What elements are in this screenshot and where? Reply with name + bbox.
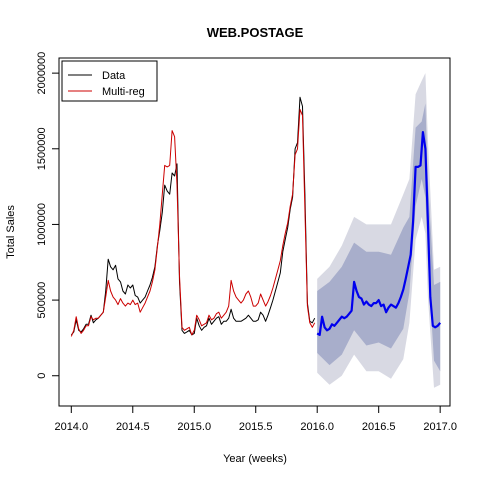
y-tick-label: 0 xyxy=(36,373,48,379)
x-tick-label: 2016.0 xyxy=(300,421,334,433)
x-tick-label: 2015.0 xyxy=(177,421,211,433)
legend-label: Data xyxy=(102,70,126,82)
series-line-2 xyxy=(316,131,442,336)
legend-box xyxy=(61,60,158,102)
y-tick-label: 1500000 xyxy=(36,127,48,170)
series-line-0 xyxy=(70,96,316,336)
x-tick-label: 2014.5 xyxy=(116,421,150,433)
y-tick-label: 1000000 xyxy=(36,203,48,246)
x-tick-label: 2015.5 xyxy=(239,421,273,433)
x-axis-label: Year (weeks) xyxy=(223,453,287,465)
y-axis-label: Total Sales xyxy=(5,205,17,259)
y-axis: 0 500000 1000000 1500000 2000000 xyxy=(36,52,60,379)
interval-band-1 xyxy=(317,103,441,372)
x-tick-label: 2014.0 xyxy=(54,421,88,433)
series-line-1 xyxy=(70,108,316,337)
y-tick-label: 500000 xyxy=(36,282,48,319)
x-tick-label: 2017.0 xyxy=(423,421,457,433)
x-axis: 2014.0 2014.5 2015.0 2015.5 2016.0 2016.5 2017… xyxy=(54,405,457,433)
y-tick-label: 2000000 xyxy=(36,52,48,95)
legend-label: Multi-reg xyxy=(102,86,145,98)
forecast-intervals xyxy=(317,73,441,388)
legend: Data Multi-reg xyxy=(61,60,158,102)
chart-title: WEB.POSTAGE xyxy=(207,25,304,40)
x-tick-label: 2016.5 xyxy=(362,421,396,433)
series-lines xyxy=(70,96,442,337)
